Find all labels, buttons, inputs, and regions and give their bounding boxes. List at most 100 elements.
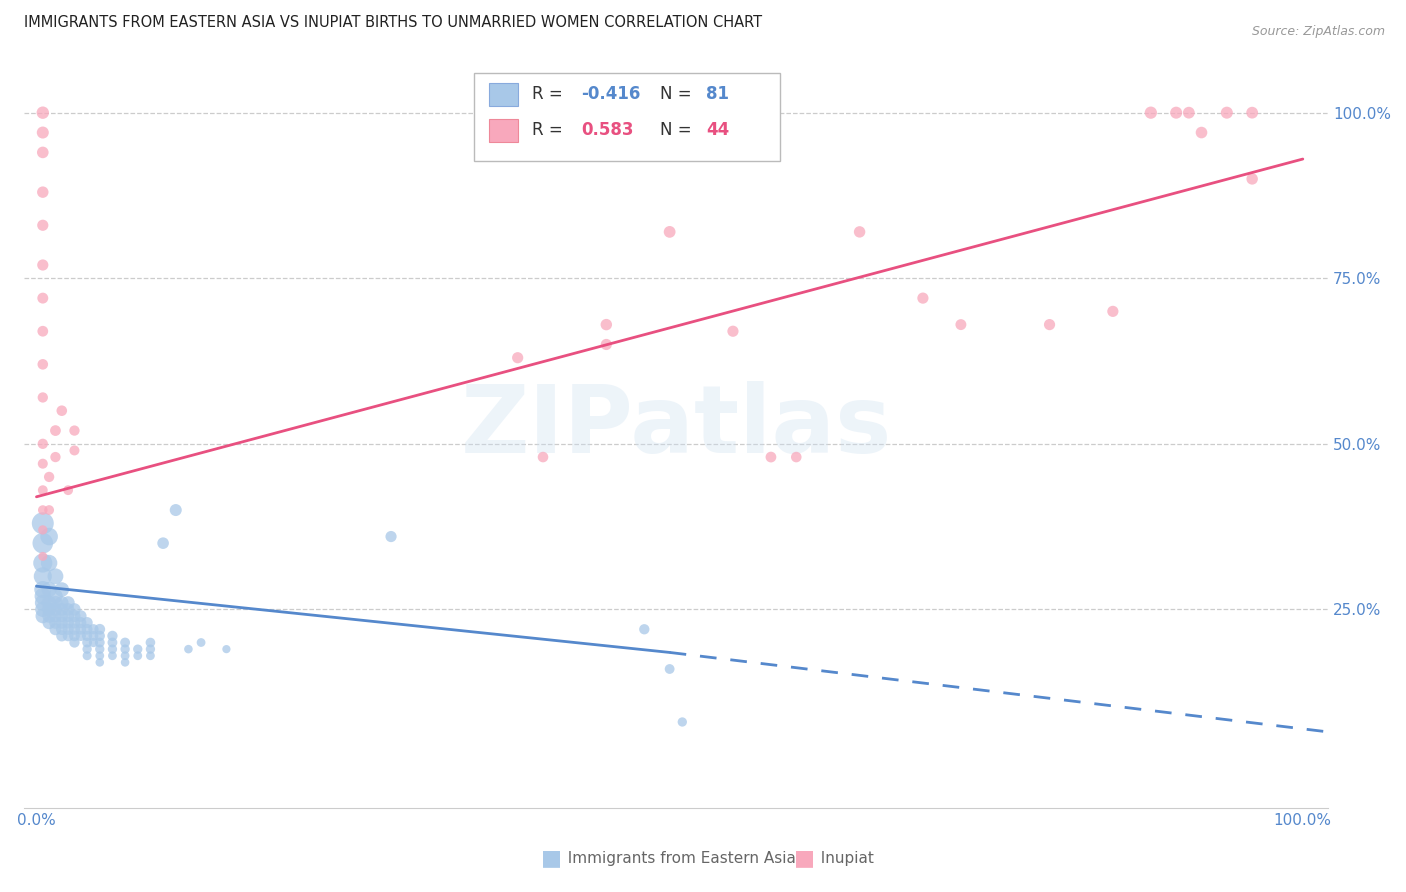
Point — [44, 609, 66, 624]
Text: N =: N = — [661, 86, 697, 103]
Point — [1241, 105, 1264, 120]
Point — [127, 642, 149, 657]
Point — [31, 145, 53, 160]
Point — [44, 596, 66, 610]
Text: ■: ■ — [541, 848, 562, 868]
Point — [139, 648, 162, 663]
Point — [69, 609, 91, 624]
Point — [51, 582, 73, 597]
Point — [31, 457, 53, 471]
Point — [31, 556, 53, 570]
Point — [38, 615, 60, 630]
Point — [1140, 105, 1163, 120]
Point — [101, 629, 124, 643]
Point — [380, 530, 402, 544]
Point — [56, 615, 79, 630]
Point — [114, 648, 136, 663]
Point — [89, 622, 111, 636]
Text: Source: ZipAtlas.com: Source: ZipAtlas.com — [1251, 25, 1385, 38]
Point — [82, 635, 104, 649]
Point — [44, 622, 66, 636]
Point — [31, 126, 53, 140]
Text: IMMIGRANTS FROM EASTERN ASIA VS INUPIAT BIRTHS TO UNMARRIED WOMEN CORRELATION CH: IMMIGRANTS FROM EASTERN ASIA VS INUPIAT … — [24, 15, 762, 30]
Point — [31, 582, 53, 597]
Point — [51, 596, 73, 610]
Point — [51, 403, 73, 417]
Point — [31, 219, 53, 233]
Point — [38, 530, 60, 544]
Point — [1191, 126, 1213, 140]
Point — [31, 185, 53, 199]
Point — [31, 602, 53, 616]
Point — [76, 648, 98, 663]
Point — [56, 609, 79, 624]
Text: ■: ■ — [794, 848, 815, 868]
Point — [63, 622, 86, 636]
Point — [177, 642, 200, 657]
Point — [190, 635, 212, 649]
Point — [76, 622, 98, 636]
Point — [38, 556, 60, 570]
Point — [44, 450, 66, 464]
Point — [89, 635, 111, 649]
Point — [127, 648, 149, 663]
Point — [848, 225, 870, 239]
Point — [152, 536, 174, 550]
Point — [721, 324, 744, 338]
Point — [101, 648, 124, 663]
Point — [1102, 304, 1125, 318]
Point — [44, 424, 66, 438]
Point — [38, 602, 60, 616]
Point — [139, 635, 162, 649]
Point — [31, 503, 53, 517]
Point — [51, 629, 73, 643]
Point — [63, 615, 86, 630]
Point — [51, 622, 73, 636]
Point — [1216, 105, 1239, 120]
Point — [506, 351, 529, 365]
Point — [63, 609, 86, 624]
Point — [63, 635, 86, 649]
Point — [69, 629, 91, 643]
Point — [595, 337, 617, 351]
Point — [595, 318, 617, 332]
Point — [101, 642, 124, 657]
Text: 81: 81 — [706, 86, 728, 103]
Point — [76, 642, 98, 657]
Bar — [489, 119, 519, 142]
Point — [38, 582, 60, 597]
Point — [31, 609, 53, 624]
Point — [31, 549, 53, 564]
Point — [69, 622, 91, 636]
Point — [31, 258, 53, 272]
Point — [63, 602, 86, 616]
Point — [31, 391, 53, 405]
Point — [44, 602, 66, 616]
Point — [671, 714, 693, 729]
Point — [658, 225, 681, 239]
Point — [63, 424, 86, 438]
Point — [114, 656, 136, 670]
Point — [31, 589, 53, 603]
Point — [949, 318, 972, 332]
Point — [82, 629, 104, 643]
Point — [89, 648, 111, 663]
Point — [31, 569, 53, 583]
Point — [89, 629, 111, 643]
Point — [911, 291, 934, 305]
Point — [139, 642, 162, 657]
Point — [658, 662, 681, 676]
Point — [44, 589, 66, 603]
Point — [44, 615, 66, 630]
Point — [76, 615, 98, 630]
Point — [51, 609, 73, 624]
Point — [63, 629, 86, 643]
Point — [31, 324, 53, 338]
Point — [31, 483, 53, 498]
Text: 0.583: 0.583 — [581, 121, 633, 139]
Text: 44: 44 — [706, 121, 730, 139]
Point — [31, 516, 53, 531]
Point — [114, 635, 136, 649]
Point — [89, 642, 111, 657]
Point — [31, 291, 53, 305]
